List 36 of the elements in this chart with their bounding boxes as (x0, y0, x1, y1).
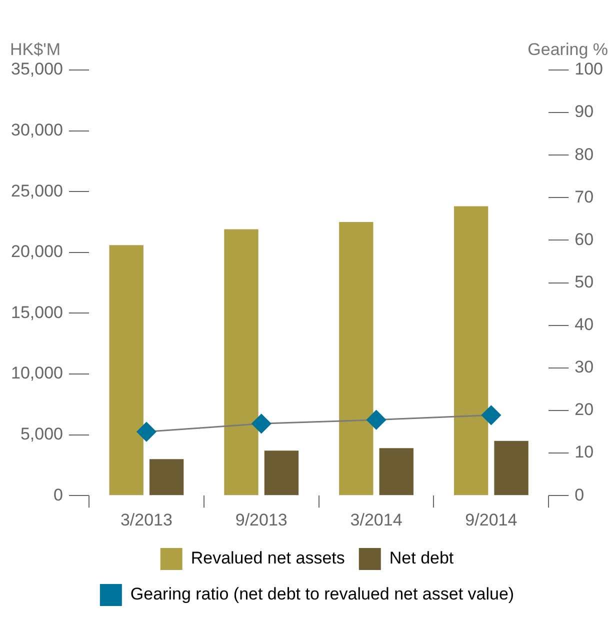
bar (109, 245, 144, 496)
y2-tick-label: 10 (574, 442, 594, 462)
x-tick-label: 3/2013 (120, 510, 172, 530)
x-tick-label: 3/2014 (350, 510, 402, 530)
x-tick-label: 9/2014 (465, 510, 518, 530)
legend-label: Gearing ratio (net debt to revalued net asset value) (130, 584, 514, 604)
y-tick-label: 0 (54, 485, 63, 504)
bar (379, 448, 414, 496)
y2-tick-label: 60 (574, 230, 594, 249)
y2-axis-title: Gearing % (528, 40, 608, 59)
y-tick-label: 30,000 (10, 120, 63, 140)
y2-tick-label: 70 (574, 187, 594, 206)
y-tick-label: 5,000 (20, 424, 63, 444)
y-tick-label: 15,000 (10, 302, 63, 322)
x-tick-label: 9/2013 (235, 510, 288, 530)
legend-label: Net debt (389, 548, 454, 568)
bar (339, 222, 374, 496)
y2-tick-label: 100 (574, 60, 604, 79)
bar (494, 440, 528, 496)
y2-tick-label: 20 (574, 400, 594, 420)
y-axis-title: HK$'M (10, 40, 60, 59)
y2-tick-label: 0 (574, 485, 584, 504)
y2-tick-label: 90 (574, 102, 594, 122)
y-tick-label: 20,000 (10, 242, 63, 262)
y-tick-label: 10,000 (10, 364, 63, 383)
y2-tick-label: 50 (574, 272, 594, 292)
y-tick-label: 35,000 (10, 60, 63, 79)
bar (224, 229, 258, 496)
y-tick-label: 25,000 (10, 181, 63, 200)
legend-label: Revalued net assets (190, 548, 345, 568)
y2-tick-label: 40 (574, 315, 594, 334)
bar (149, 459, 184, 496)
y2-tick-label: 30 (574, 358, 594, 377)
bar (454, 206, 488, 496)
bar (264, 450, 299, 496)
y2-tick-label: 80 (574, 144, 594, 164)
